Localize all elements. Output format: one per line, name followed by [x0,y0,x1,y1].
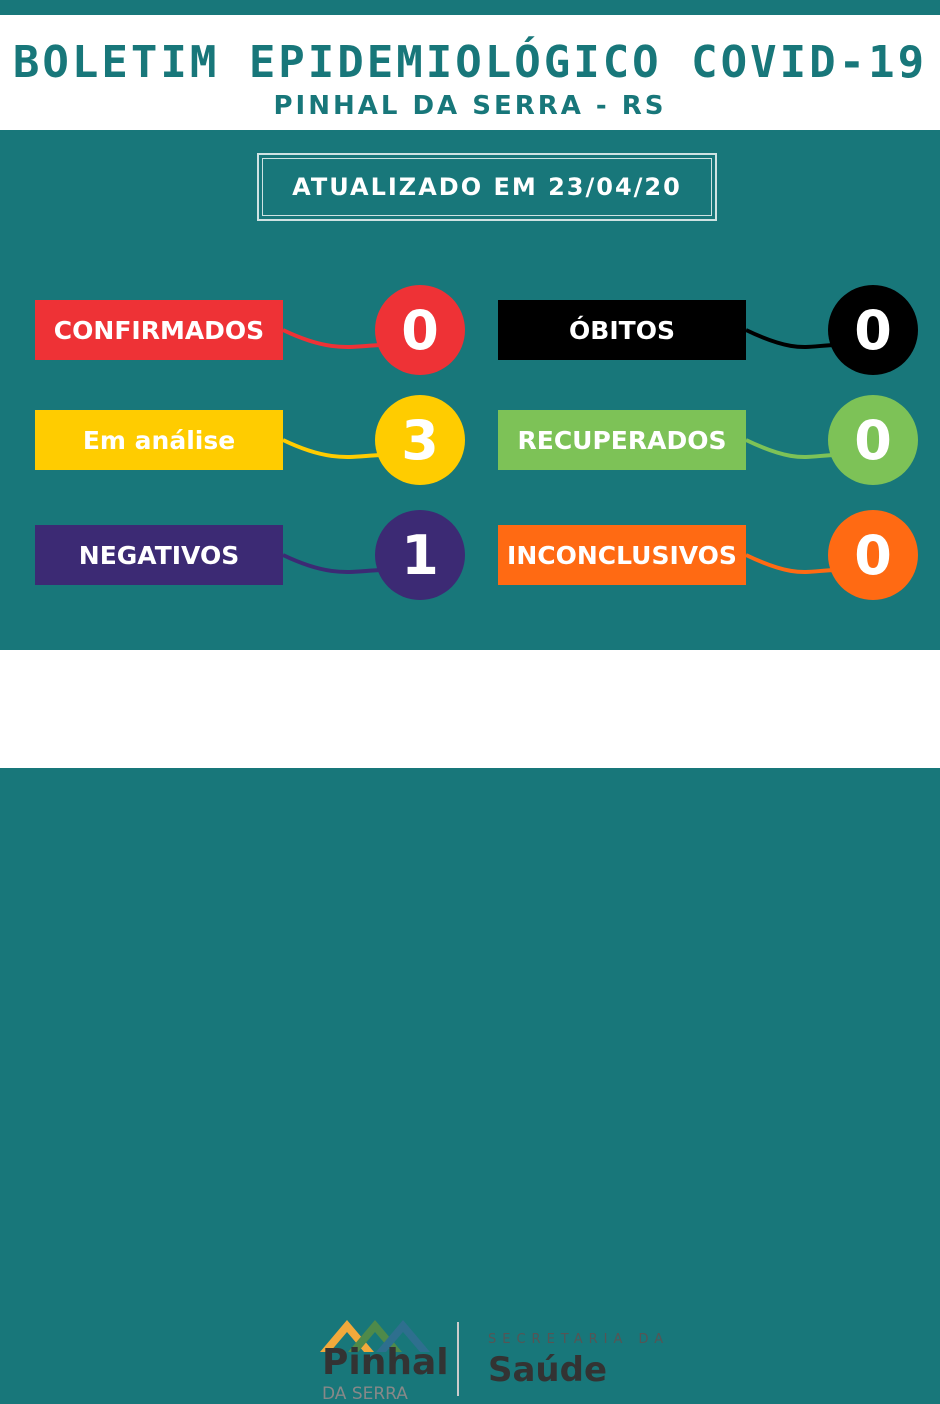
value-inconclusivos: 0 [828,510,918,600]
connector-confirmados [282,328,386,349]
page-title: BOLETIM EPIDEMIOLÓGICO COVID-19 [12,37,928,88]
label-inconclusivos: INCONCLUSIVOS [498,525,746,585]
logo-sub-text: DA SERRA [322,1384,408,1404]
value-em-analise: 3 [375,395,465,485]
connector-lines [282,328,839,574]
connector-obitos [745,328,839,349]
footer: Pinhal DA SERRA SECRETARIA DA Saúde [0,650,940,1404]
divider [457,1322,459,1396]
label-em-analise: Em análise [35,410,283,470]
logo-main-text: Pinhal [322,1342,449,1383]
dept-top-text: SECRETARIA DA [488,1332,670,1347]
connector-inconclusivos [745,553,839,574]
value-negativos: 1 [375,510,465,600]
value-recuperados: 0 [828,395,918,485]
label-recuperados: RECUPERADOS [498,410,746,470]
updated-date-box: ATUALIZADO EM 23/04/20 [257,153,717,221]
dept-main-text: Saúde [488,1350,608,1390]
connector-recuperados [745,438,839,459]
value-obitos: 0 [828,285,918,375]
value-confirmados: 0 [375,285,465,375]
label-confirmados: CONFIRMADOS [35,300,283,360]
page-subtitle: PINHAL DA SERRA - RS [273,91,667,121]
label-negativos: NEGATIVOS [35,525,283,585]
label-obitos: ÓBITOS [498,300,746,360]
header: BOLETIM EPIDEMIOLÓGICO COVID-19 PINHAL D… [0,15,940,130]
connector-negativos [282,553,386,574]
connector-em-analise [282,438,386,459]
